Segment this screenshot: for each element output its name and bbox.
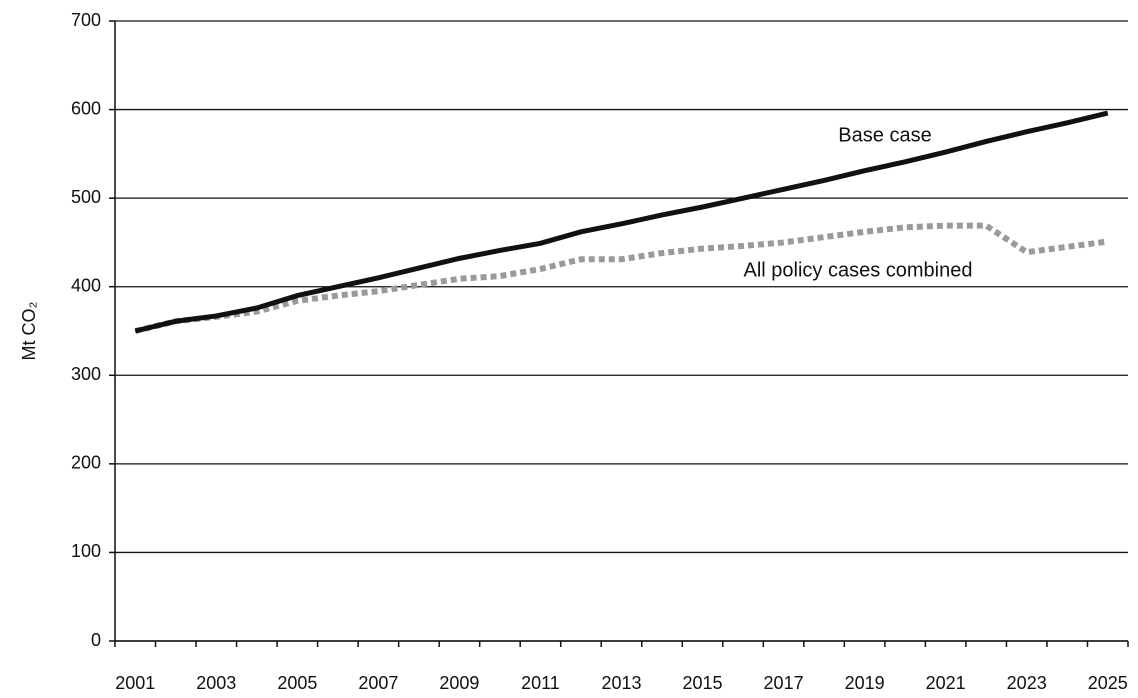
x-tick-label: 2025 xyxy=(1088,673,1128,693)
y-tick-label: 700 xyxy=(71,10,101,30)
x-tick-label: 2005 xyxy=(277,673,317,693)
y-tick-label: 100 xyxy=(71,541,101,561)
x-tick-label: 2003 xyxy=(196,673,236,693)
y-tick-label: 300 xyxy=(71,364,101,384)
y-tick-label: 600 xyxy=(71,98,101,118)
x-tick-label: 2023 xyxy=(1007,673,1047,693)
x-tick-label: 2011 xyxy=(521,673,560,693)
y-tick-label: 400 xyxy=(71,275,101,295)
series-line xyxy=(134,110,1109,334)
x-tick-label: 2019 xyxy=(845,673,885,693)
y-tick-label: 0 xyxy=(91,630,101,650)
series-label: Base case xyxy=(838,124,931,146)
x-tick-label: 2017 xyxy=(764,673,804,693)
y-tick-label: 500 xyxy=(71,187,101,207)
x-tick-label: 2001 xyxy=(115,673,155,693)
x-tick-label: 2007 xyxy=(358,673,398,693)
series-label: All policy cases combined xyxy=(744,259,973,281)
series-line xyxy=(134,222,1109,334)
x-tick-label: 2009 xyxy=(439,673,479,693)
x-tick-label: 2021 xyxy=(926,673,966,693)
x-tick-label: 2013 xyxy=(601,673,641,693)
x-tick-label: 2015 xyxy=(683,673,723,693)
y-tick-label: 200 xyxy=(71,453,101,473)
y-axis-label: Mt CO₂ xyxy=(19,301,39,360)
